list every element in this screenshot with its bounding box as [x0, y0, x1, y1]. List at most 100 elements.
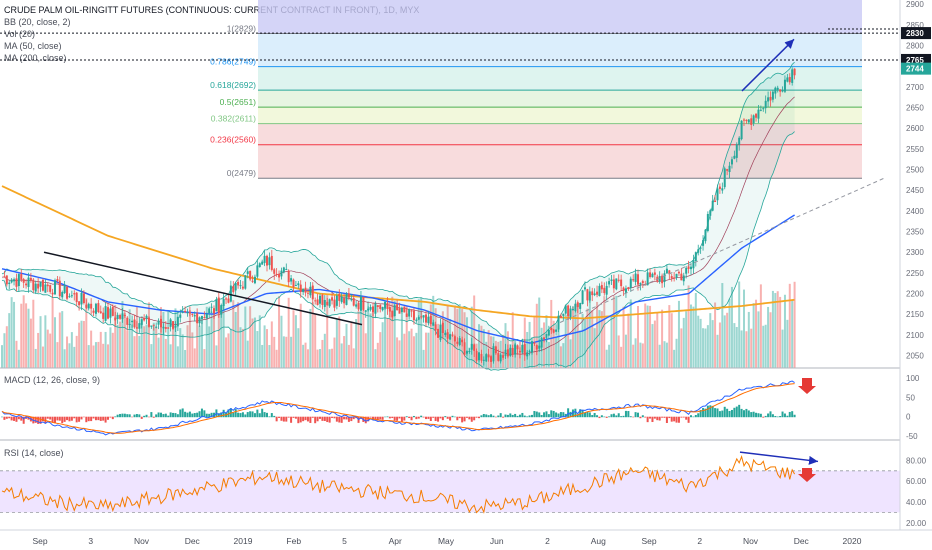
candle-body [757, 109, 760, 119]
volume-bar [5, 326, 8, 368]
volume-bar [51, 297, 54, 368]
volume-bar [367, 301, 370, 368]
candle-body [340, 296, 343, 303]
volume-bar [417, 299, 420, 368]
indicator-vol[interactable]: Vol (20) [4, 29, 36, 39]
volume-bar [176, 346, 179, 368]
macd-pane[interactable] [0, 367, 932, 436]
macd-histogram-bar [256, 409, 259, 418]
volume-bar [690, 304, 692, 368]
volume-bar [152, 322, 155, 368]
macd-histogram-bar [588, 412, 591, 418]
macd-histogram-bar [596, 415, 599, 418]
candlesticks[interactable] [3, 67, 796, 368]
candle-body [494, 346, 497, 354]
macd-histogram-bar [126, 414, 129, 418]
candle-body [234, 282, 237, 291]
macd-histogram-bar [123, 413, 126, 418]
fibonacci-retracement[interactable]: 1(2829) 0.786(2749) 0.618(2692) 0.5(2651) 0.… [210, 0, 862, 179]
volume-bar [311, 302, 314, 368]
volume-bar [362, 297, 365, 368]
candle-body [63, 284, 66, 294]
macd-histogram-bar [8, 416, 11, 419]
macd-histogram-bar [718, 411, 721, 418]
macd-histogram-bar [762, 416, 765, 418]
macd-histogram-bar [658, 416, 661, 421]
candle-body [135, 327, 138, 329]
x-tick-label: Aug [591, 536, 606, 546]
candle-body [123, 314, 126, 316]
rsi-pane[interactable] [0, 439, 932, 514]
volume-bar [220, 306, 223, 368]
candle-body [304, 287, 307, 293]
indicator-ma50[interactable]: MA (50, close) [4, 41, 62, 51]
volume-bar [227, 333, 230, 368]
macd-histogram-bar [174, 413, 177, 418]
macd-histogram-bar [135, 414, 138, 418]
candle-body [533, 342, 536, 345]
rsi-pane-label[interactable]: RSI (14, close) [4, 448, 64, 458]
macd-histogram-bar [610, 414, 613, 418]
candle-body [294, 285, 297, 287]
volume-bar [555, 336, 558, 368]
volume-bar [432, 295, 435, 368]
candle-body [670, 276, 673, 279]
macd-histogram-bar [374, 416, 377, 420]
volume-bar [184, 349, 187, 368]
candle-body [227, 298, 230, 303]
macd-histogram-bar [131, 416, 134, 418]
price-tick-label: 2050 [906, 352, 924, 361]
volume-bar [97, 341, 100, 368]
volume-bar [323, 333, 326, 368]
volume-bar [294, 315, 297, 368]
drawings[interactable] [0, 28, 920, 326]
rsi-tick-label: 20.00 [906, 519, 927, 528]
candle-body [677, 271, 680, 274]
macd-histogram-bar [757, 413, 760, 418]
candle-body [131, 320, 134, 323]
macd-histogram-bar [44, 416, 47, 423]
volume-bar [22, 295, 25, 368]
macd-pane-label[interactable]: MACD (12, 26, close, 9) [4, 375, 101, 385]
candle-body [246, 271, 249, 274]
volume-bar [150, 344, 153, 368]
candle-body [658, 276, 661, 282]
candle-body [49, 285, 52, 292]
macd-histogram-bar [251, 411, 254, 418]
candle-body [82, 293, 85, 304]
volume-bar [584, 318, 586, 368]
macd-histogram-bar [133, 414, 136, 418]
candle-body [345, 293, 348, 305]
candle-body [535, 345, 538, 350]
candle-body [61, 292, 64, 298]
macd-histogram-bar [393, 416, 396, 421]
candle-body [403, 306, 406, 313]
indicator-bb[interactable]: BB (20, close, 2) [4, 17, 71, 27]
down-arrow-icon [798, 378, 816, 394]
price-tick-label: 2800 [906, 41, 924, 50]
volume-bar [319, 349, 321, 368]
indicator-ma200[interactable]: MA (200, close) [4, 53, 67, 63]
candle-body [593, 293, 596, 296]
candle-body [20, 274, 23, 280]
candle-body [651, 273, 654, 278]
volume-bar [458, 304, 461, 368]
volume-bar [208, 326, 211, 368]
macd-histogram-bar [487, 415, 490, 418]
macd-histogram-bar [663, 416, 666, 418]
volume-bar [468, 347, 471, 368]
candle-body [326, 301, 329, 306]
volume-bar [70, 332, 73, 368]
volume-bar [550, 299, 553, 368]
candle-body [482, 359, 485, 361]
volume-bar [528, 321, 531, 368]
macd-histogram-bar [711, 405, 714, 418]
candle-body [188, 312, 191, 314]
candle-body [740, 120, 743, 140]
macd-histogram-bar [453, 416, 456, 418]
volume-bar [181, 334, 184, 368]
candle-body [232, 286, 235, 293]
macd-histogram-bar [119, 413, 122, 418]
macd-histogram-bar [345, 416, 348, 420]
